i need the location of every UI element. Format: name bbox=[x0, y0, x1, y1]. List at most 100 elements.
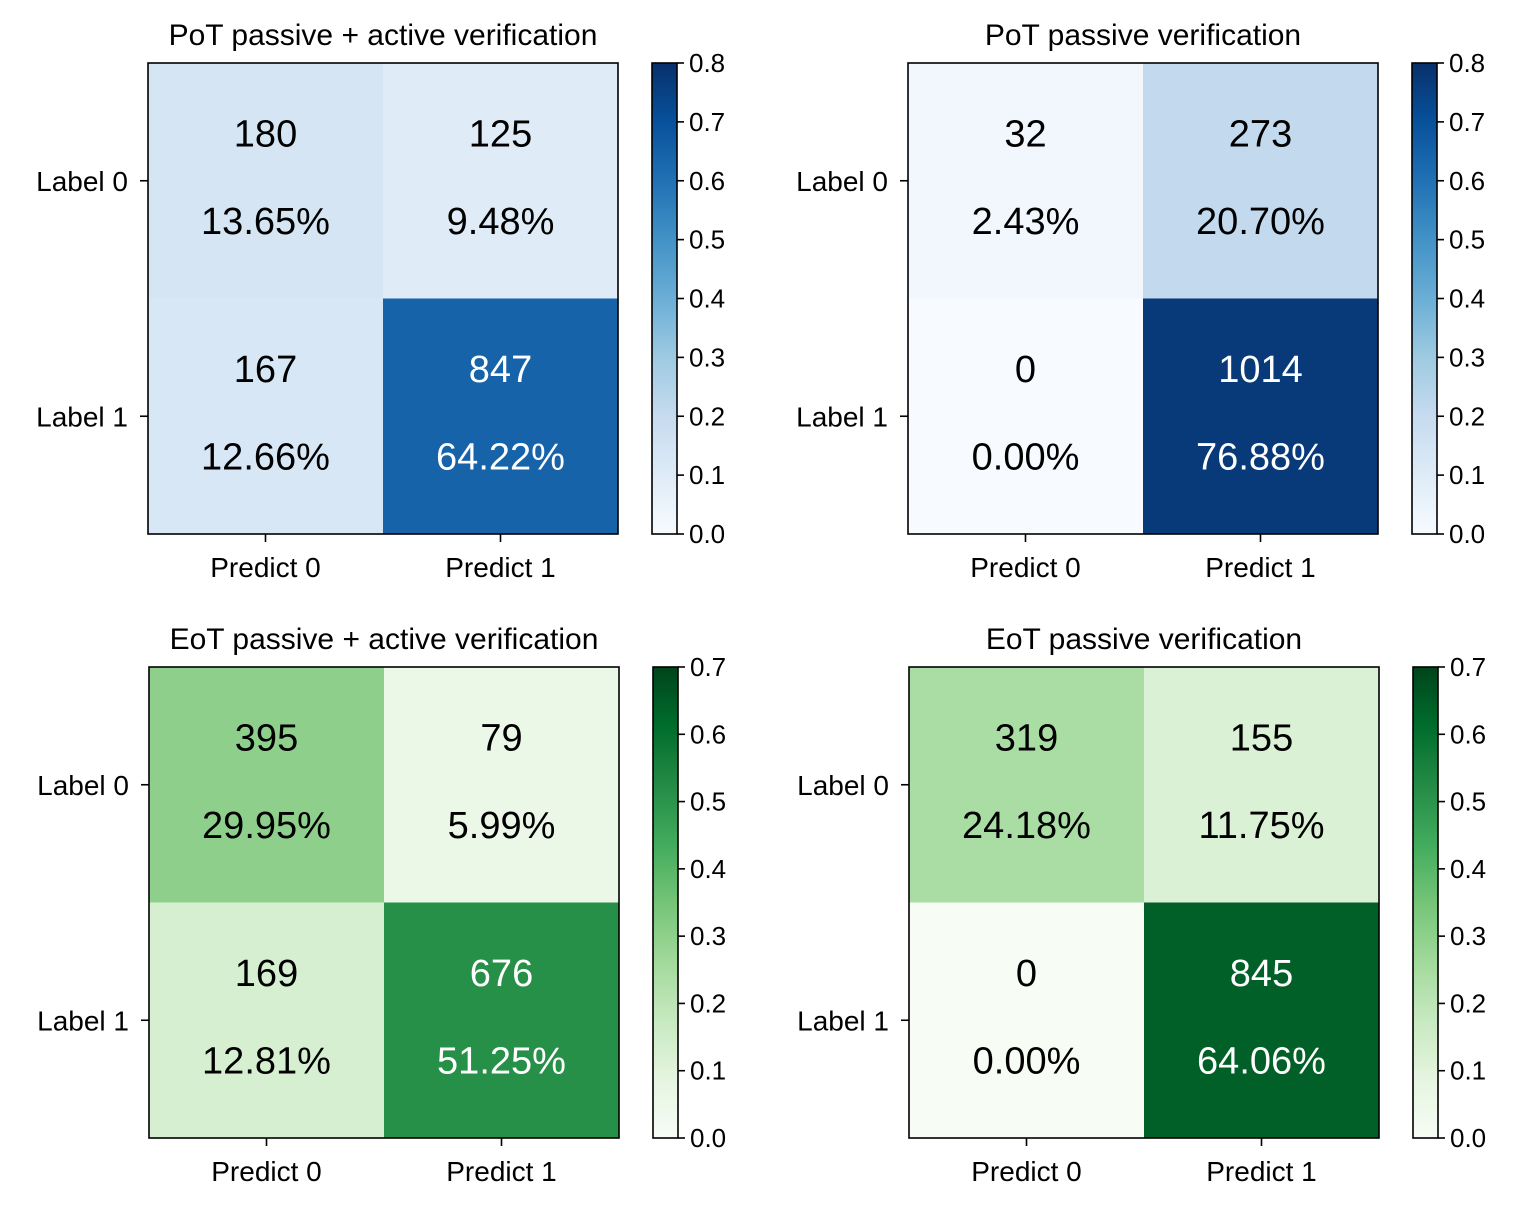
heatmap-cell bbox=[383, 63, 618, 299]
cell-percentage-label: 0.00% bbox=[972, 436, 1080, 478]
y-tick-label: Label 0 bbox=[36, 166, 128, 197]
heatmap-cell bbox=[148, 298, 383, 534]
colorbar bbox=[652, 666, 679, 1139]
cell-count-label: 169 bbox=[235, 953, 298, 995]
cell-percentage-label: 76.88% bbox=[1196, 436, 1325, 478]
cell-count-label: 845 bbox=[1230, 953, 1293, 995]
heatmap-cell bbox=[908, 63, 1143, 299]
y-tick-label: Label 1 bbox=[37, 1005, 129, 1036]
y-tick-label: Label 1 bbox=[796, 401, 888, 432]
x-tick-label: Predict 0 bbox=[210, 552, 321, 583]
cell-percentage-label: 5.99% bbox=[448, 805, 556, 847]
colorbar-tick-label: 0.3 bbox=[1450, 921, 1486, 951]
panel-title: EoT passive verification bbox=[986, 623, 1302, 656]
confusion-matrix-panel-2: PoT passive verification 32 2.43% 273 20.70%… bbox=[796, 19, 1485, 583]
cell-percentage-label: 12.81% bbox=[202, 1040, 331, 1082]
cell-count-label: 0 bbox=[1015, 349, 1036, 391]
colorbar-tick-label: 0.6 bbox=[1449, 166, 1485, 196]
heatmap-cell bbox=[384, 902, 619, 1138]
colorbar-tick-label: 0.3 bbox=[690, 921, 726, 951]
x-tick-label: Predict 1 bbox=[1205, 552, 1316, 583]
colorbar-tick-label: 0.0 bbox=[690, 1123, 726, 1153]
cell-count-label: 32 bbox=[1004, 114, 1046, 156]
heatmap-cell bbox=[383, 298, 618, 534]
heatmap-cell bbox=[908, 298, 1143, 534]
colorbar-tick-label: 0.5 bbox=[689, 225, 725, 255]
cell-percentage-label: 64.06% bbox=[1197, 1040, 1326, 1082]
heatmap-cell bbox=[909, 902, 1144, 1138]
colorbar-tick-label: 0.7 bbox=[1449, 107, 1485, 137]
cell-count-label: 167 bbox=[234, 349, 297, 391]
cell-count-label: 0 bbox=[1016, 953, 1037, 995]
colorbar-tick-label: 0.1 bbox=[1449, 460, 1485, 490]
colorbar-tick-label: 0.8 bbox=[689, 48, 725, 78]
plot-frame bbox=[147, 62, 619, 535]
confusion-matrix-panel-4: EoT passive verification 319 24.18% 155 11.7… bbox=[797, 623, 1486, 1187]
heatmap-cell bbox=[1143, 298, 1378, 534]
cell-count-label: 676 bbox=[470, 953, 533, 995]
cell-percentage-label: 0.00% bbox=[973, 1040, 1081, 1082]
colorbar-tick-label: 0.4 bbox=[689, 284, 725, 314]
plot-frame bbox=[148, 666, 620, 1139]
cell-percentage-label: 11.75% bbox=[1198, 805, 1324, 847]
panel-title: EoT passive + active verification bbox=[170, 623, 599, 656]
heatmap-cell bbox=[1143, 63, 1378, 299]
colorbar-tick-label: 0.6 bbox=[689, 166, 725, 196]
colorbar-tick-label: 0.7 bbox=[690, 652, 726, 682]
panel-title: PoT passive verification bbox=[985, 19, 1301, 52]
cell-count-label: 273 bbox=[1229, 114, 1292, 156]
y-tick-label: Label 1 bbox=[36, 401, 128, 432]
colorbar-tick-label: 0.2 bbox=[690, 988, 726, 1018]
cell-count-label: 125 bbox=[469, 114, 532, 156]
cell-count-label: 1014 bbox=[1218, 349, 1303, 391]
confusion-matrix-panel-1: PoT passive + active verification 180 13.6… bbox=[36, 19, 725, 583]
cell-percentage-label: 51.25% bbox=[437, 1040, 566, 1082]
colorbar-tick-label: 0.4 bbox=[690, 854, 726, 884]
y-tick-label: Label 0 bbox=[37, 770, 129, 801]
colorbar-tick-label: 0.2 bbox=[689, 401, 725, 431]
cell-count-label: 155 bbox=[1230, 718, 1293, 760]
cell-count-label: 180 bbox=[234, 114, 297, 156]
cell-percentage-label: 2.43% bbox=[972, 201, 1080, 243]
colorbar-tick-label: 0.1 bbox=[690, 1056, 726, 1086]
colorbar-tick-label: 0.1 bbox=[1450, 1056, 1486, 1086]
plot-frame bbox=[907, 62, 1379, 535]
colorbar-tick-label: 0.3 bbox=[1449, 342, 1485, 372]
heatmap-cell bbox=[149, 902, 384, 1138]
cell-percentage-label: 12.66% bbox=[201, 436, 330, 478]
colorbar-tick-label: 0.5 bbox=[690, 787, 726, 817]
colorbar-tick-label: 0.0 bbox=[1449, 519, 1485, 549]
colorbar-tick-label: 0.7 bbox=[1450, 652, 1486, 682]
colorbar-tick-label: 0.4 bbox=[1449, 284, 1485, 314]
colorbar-tick-label: 0.5 bbox=[1450, 787, 1486, 817]
colorbar-tick-label: 0.4 bbox=[1450, 854, 1486, 884]
cell-percentage-label: 29.95% bbox=[202, 805, 331, 847]
heatmap-cell bbox=[1144, 667, 1379, 903]
y-tick-label: Label 0 bbox=[796, 166, 888, 197]
heatmap-cell bbox=[384, 667, 619, 903]
x-tick-label: Predict 0 bbox=[211, 1156, 322, 1187]
x-tick-label: Predict 0 bbox=[971, 1156, 1082, 1187]
x-tick-label: Predict 1 bbox=[445, 552, 556, 583]
colorbar-tick-label: 0.0 bbox=[689, 519, 725, 549]
colorbar-tick-label: 0.6 bbox=[690, 719, 726, 749]
plot-frame bbox=[908, 666, 1380, 1139]
x-tick-label: Predict 1 bbox=[446, 1156, 557, 1187]
cell-percentage-label: 64.22% bbox=[436, 436, 565, 478]
colorbar bbox=[651, 62, 678, 535]
cell-count-label: 847 bbox=[469, 349, 532, 391]
cell-count-label: 395 bbox=[235, 718, 298, 760]
colorbar bbox=[1411, 62, 1438, 535]
cell-percentage-label: 9.48% bbox=[447, 201, 555, 243]
confusion-matrix-panel-3: EoT passive + active verification 395 29.9… bbox=[37, 623, 726, 1187]
heatmap-cell bbox=[909, 667, 1144, 903]
y-tick-label: Label 1 bbox=[797, 1005, 889, 1036]
panel-title: PoT passive + active verification bbox=[169, 19, 598, 52]
colorbar-tick-label: 0.2 bbox=[1449, 401, 1485, 431]
colorbar-tick-label: 0.0 bbox=[1450, 1123, 1486, 1153]
cell-percentage-label: 13.65% bbox=[201, 201, 330, 243]
colorbar-tick-label: 0.5 bbox=[1449, 225, 1485, 255]
y-tick-label: Label 0 bbox=[797, 770, 889, 801]
heatmap-cell bbox=[148, 63, 383, 299]
